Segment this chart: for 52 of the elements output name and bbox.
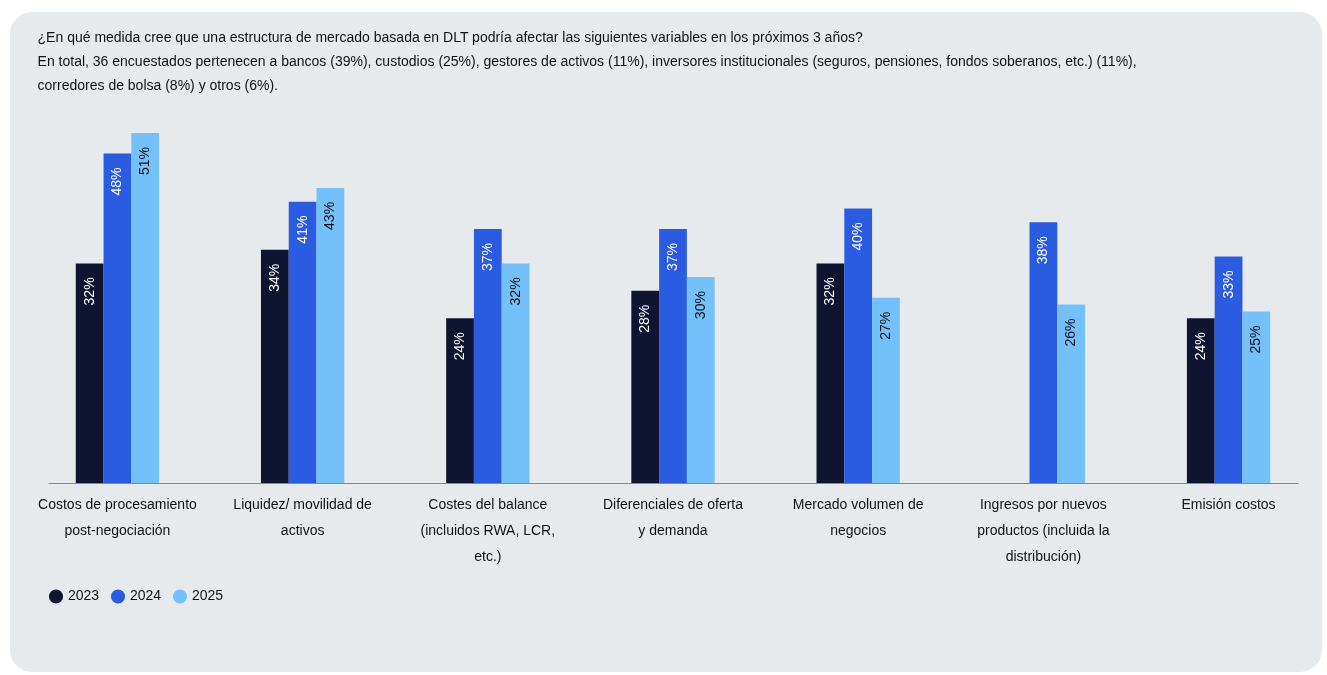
bar	[1242, 311, 1271, 483]
chart-title: ¿En qué medida cree que una estructura de mercado basada en DLT podría afectar las siguientes variables en los próximos 3 años?	[37, 29, 863, 45]
data-label: 37%	[478, 243, 495, 272]
data-label: 30%	[691, 291, 708, 320]
bar	[659, 229, 687, 483]
data-label: 33%	[1219, 270, 1236, 299]
bar	[816, 263, 845, 483]
bar	[872, 297, 900, 483]
x-tick-label: Costes del balance (incluidos RWA, LCR, etc.)	[420, 495, 556, 564]
data-label: 34%	[265, 263, 282, 292]
chart-subtitle: En total, 36 encuestados pertenecen a bancos (39%), custodios (25%), gestores de activos (11%), inversores institucionales (seguros, pensiones, fondos soberanos, etc.) (11%), corredores de bolsa (8%) y otros (6%).	[37, 53, 1137, 93]
x-tick-label: Ingresos por nuevos productos (incluida la distribución)	[977, 495, 1110, 564]
data-label: 26%	[1062, 318, 1079, 347]
bar	[1029, 222, 1058, 483]
bar	[288, 201, 317, 483]
x-tick-label: Costos de procesamiento post-negociación	[38, 495, 198, 538]
x-tick-label: Diferenciales de oferta y demanda	[602, 495, 744, 538]
bar	[131, 133, 160, 483]
x-tick-label: Liquidez/ movilidad de activos	[233, 495, 373, 538]
bar	[686, 277, 715, 483]
data-label: 24%	[1191, 332, 1208, 361]
bar	[260, 249, 289, 483]
bar	[446, 318, 474, 483]
data-label: 32%	[821, 277, 838, 306]
x-tick-label: Mercado volumen de negocios	[792, 495, 924, 538]
legend-label: 2025	[192, 587, 224, 604]
bar	[1186, 318, 1215, 483]
bar	[631, 290, 660, 483]
data-label: 37%	[664, 243, 680, 272]
data-label: 41%	[293, 215, 310, 244]
x-tick-label: Emisión costos	[1181, 495, 1276, 512]
bar	[1214, 256, 1243, 483]
data-label: 28%	[636, 304, 653, 333]
data-label: 40%	[849, 222, 866, 251]
data-label: 27%	[876, 311, 893, 340]
bar	[844, 208, 873, 483]
data-label: 32%	[80, 277, 97, 306]
data-label: 25%	[1247, 325, 1264, 354]
data-label: 38%	[1034, 236, 1051, 265]
data-label: 51%	[136, 147, 153, 176]
data-label: 32%	[506, 277, 523, 306]
legend-label: 2023	[68, 587, 100, 604]
legend-label: 2024	[130, 587, 162, 604]
data-label: 48%	[108, 167, 125, 196]
data-label: 43%	[321, 201, 338, 230]
bar	[473, 229, 502, 483]
bar	[103, 153, 132, 483]
data-label: 24%	[451, 332, 468, 361]
bar	[501, 263, 530, 483]
bar	[1057, 304, 1086, 483]
bar	[75, 263, 104, 483]
bar	[316, 187, 345, 483]
